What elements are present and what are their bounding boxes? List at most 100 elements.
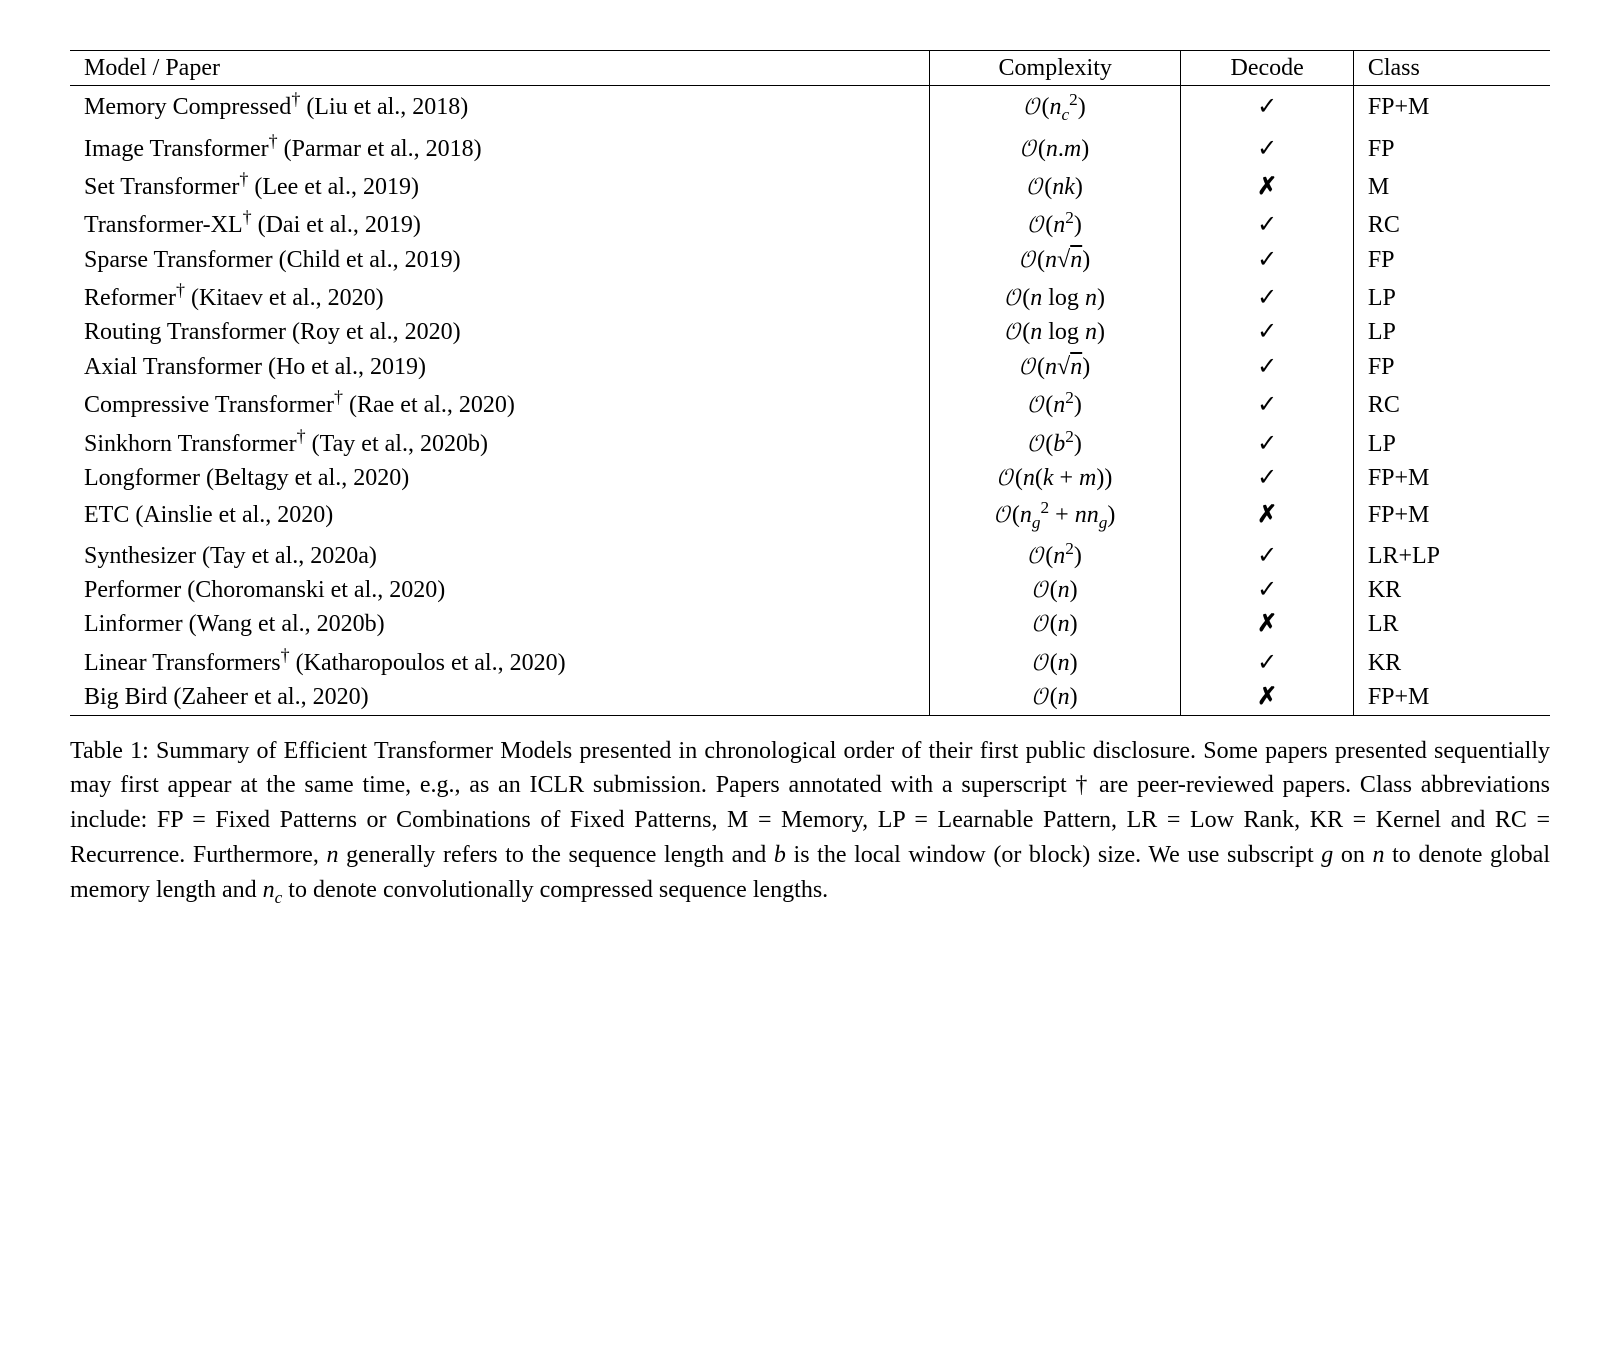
cell-class: FP — [1353, 350, 1550, 384]
cross-icon: ✗ — [1257, 173, 1277, 200]
check-icon: ✓ — [1257, 542, 1277, 569]
table-row: Sparse Transformer (Child et al., 2019)𝒪… — [70, 243, 1550, 277]
cell-complexity: 𝒪(n(k + m)) — [929, 461, 1180, 495]
cell-model: ETC (Ainslie et al., 2020) — [70, 495, 929, 535]
cell-class: FP+M — [1353, 461, 1550, 495]
cross-icon: ✗ — [1257, 683, 1277, 710]
cell-decode: ✗ — [1181, 166, 1353, 204]
table-row: Image Transformer† (Parmar et al., 2018)… — [70, 128, 1550, 166]
cell-complexity: 𝒪(n log n) — [929, 277, 1180, 315]
check-icon: ✓ — [1257, 576, 1277, 603]
cell-decode: ✗ — [1181, 607, 1353, 641]
table-row: Axial Transformer (Ho et al., 2019)𝒪(n√n… — [70, 350, 1550, 384]
col-header-complexity: Complexity — [929, 51, 1180, 86]
cell-complexity: 𝒪(n log n) — [929, 315, 1180, 349]
col-header-class: Class — [1353, 51, 1550, 86]
caption-text: Summary of Efficient Transformer Models … — [70, 738, 1550, 903]
table-row: Memory Compressed† (Liu et al., 2018)𝒪(n… — [70, 86, 1550, 128]
check-icon: ✓ — [1257, 391, 1277, 418]
cell-complexity: 𝒪(n2) — [929, 384, 1180, 422]
cell-decode: ✓ — [1181, 536, 1353, 573]
check-icon: ✓ — [1257, 93, 1277, 120]
cell-complexity: 𝒪(n2) — [929, 536, 1180, 573]
cell-decode: ✓ — [1181, 642, 1353, 680]
table-row: Transformer-XL† (Dai et al., 2019)𝒪(n2) ✓… — [70, 204, 1550, 242]
cell-decode: ✓ — [1181, 128, 1353, 166]
table-row: ETC (Ainslie et al., 2020)𝒪(ng2 + nng) ✗ F… — [70, 495, 1550, 535]
cell-complexity: 𝒪(n) — [929, 573, 1180, 607]
cell-decode: ✓ — [1181, 461, 1353, 495]
cell-class: FP+M — [1353, 495, 1550, 535]
cell-class: LR — [1353, 607, 1550, 641]
cell-class: FP — [1353, 128, 1550, 166]
cell-model: Compressive Transformer† (Rae et al., 20… — [70, 384, 929, 422]
cell-complexity: 𝒪(n√n) — [929, 350, 1180, 384]
cell-class: RC — [1353, 384, 1550, 422]
cell-class: KR — [1353, 642, 1550, 680]
cell-model: Sinkhorn Transformer† (Tay et al., 2020b… — [70, 423, 929, 461]
cell-complexity: 𝒪(ng2 + nng) — [929, 495, 1180, 535]
cell-model: Linear Transformers† (Katharopoulos et a… — [70, 642, 929, 680]
cross-icon: ✗ — [1257, 501, 1277, 528]
efficient-transformers-table: Model / Paper Complexity Decode Class Me… — [70, 50, 1550, 716]
cell-class: LP — [1353, 277, 1550, 315]
table-row: Longformer (Beltagy et al., 2020)𝒪(n(k +… — [70, 461, 1550, 495]
cell-model: Reformer† (Kitaev et al., 2020) — [70, 277, 929, 315]
cell-decode: ✓ — [1181, 277, 1353, 315]
cell-model: Transformer-XL† (Dai et al., 2019) — [70, 204, 929, 242]
cell-class: LP — [1353, 423, 1550, 461]
check-icon: ✓ — [1257, 464, 1277, 491]
check-icon: ✓ — [1257, 211, 1277, 238]
cell-decode: ✓ — [1181, 243, 1353, 277]
check-icon: ✓ — [1257, 246, 1277, 273]
table-container: Model / Paper Complexity Decode Class Me… — [70, 50, 1550, 910]
cell-decode: ✓ — [1181, 86, 1353, 128]
cell-class: M — [1353, 166, 1550, 204]
cell-decode: ✗ — [1181, 495, 1353, 535]
cell-model: Synthesizer (Tay et al., 2020a) — [70, 536, 929, 573]
cell-model: Sparse Transformer (Child et al., 2019) — [70, 243, 929, 277]
table-row: Reformer† (Kitaev et al., 2020)𝒪(n log n… — [70, 277, 1550, 315]
cell-complexity: 𝒪(nc2) — [929, 86, 1180, 128]
check-icon: ✓ — [1257, 135, 1277, 162]
cell-decode: ✓ — [1181, 204, 1353, 242]
cell-complexity: 𝒪(n2) — [929, 204, 1180, 242]
cell-model: Routing Transformer (Roy et al., 2020) — [70, 315, 929, 349]
table-row: Synthesizer (Tay et al., 2020a)𝒪(n2) ✓ LR+… — [70, 536, 1550, 573]
table-header-row: Model / Paper Complexity Decode Class — [70, 51, 1550, 86]
cell-model: Longformer (Beltagy et al., 2020) — [70, 461, 929, 495]
cross-icon: ✗ — [1257, 610, 1277, 637]
cell-decode: ✓ — [1181, 423, 1353, 461]
table-row: Set Transformer† (Lee et al., 2019)𝒪(nk)… — [70, 166, 1550, 204]
cell-model: Memory Compressed† (Liu et al., 2018) — [70, 86, 929, 128]
cell-model: Linformer (Wang et al., 2020b) — [70, 607, 929, 641]
cell-complexity: 𝒪(b2) — [929, 423, 1180, 461]
table-row: Performer (Choromanski et al., 2020)𝒪(n)… — [70, 573, 1550, 607]
cell-model: Big Bird (Zaheer et al., 2020) — [70, 680, 929, 715]
table-body: Memory Compressed† (Liu et al., 2018)𝒪(n… — [70, 86, 1550, 715]
cell-class: LR+LP — [1353, 536, 1550, 573]
table-caption: Table 1: Summary of Efficient Transforme… — [70, 734, 1550, 910]
table-row: Linear Transformers† (Katharopoulos et a… — [70, 642, 1550, 680]
cell-model: Performer (Choromanski et al., 2020) — [70, 573, 929, 607]
cell-decode: ✓ — [1181, 315, 1353, 349]
check-icon: ✓ — [1257, 353, 1277, 380]
cell-model: Image Transformer† (Parmar et al., 2018) — [70, 128, 929, 166]
check-icon: ✓ — [1257, 318, 1277, 345]
caption-label: Table 1: — [70, 738, 149, 764]
cell-complexity: 𝒪(n) — [929, 607, 1180, 641]
cell-decode: ✓ — [1181, 384, 1353, 422]
cell-class: FP+M — [1353, 680, 1550, 715]
cell-complexity: 𝒪(n√n) — [929, 243, 1180, 277]
table-row: Sinkhorn Transformer† (Tay et al., 2020b… — [70, 423, 1550, 461]
cell-complexity: 𝒪(n.m) — [929, 128, 1180, 166]
check-icon: ✓ — [1257, 284, 1277, 311]
col-header-decode: Decode — [1181, 51, 1353, 86]
cell-class: KR — [1353, 573, 1550, 607]
cell-decode: ✓ — [1181, 350, 1353, 384]
table-row: Linformer (Wang et al., 2020b)𝒪(n) ✗ LR — [70, 607, 1550, 641]
check-icon: ✓ — [1257, 430, 1277, 457]
cell-decode: ✓ — [1181, 573, 1353, 607]
cell-class: FP+M — [1353, 86, 1550, 128]
cell-complexity: 𝒪(n) — [929, 680, 1180, 715]
